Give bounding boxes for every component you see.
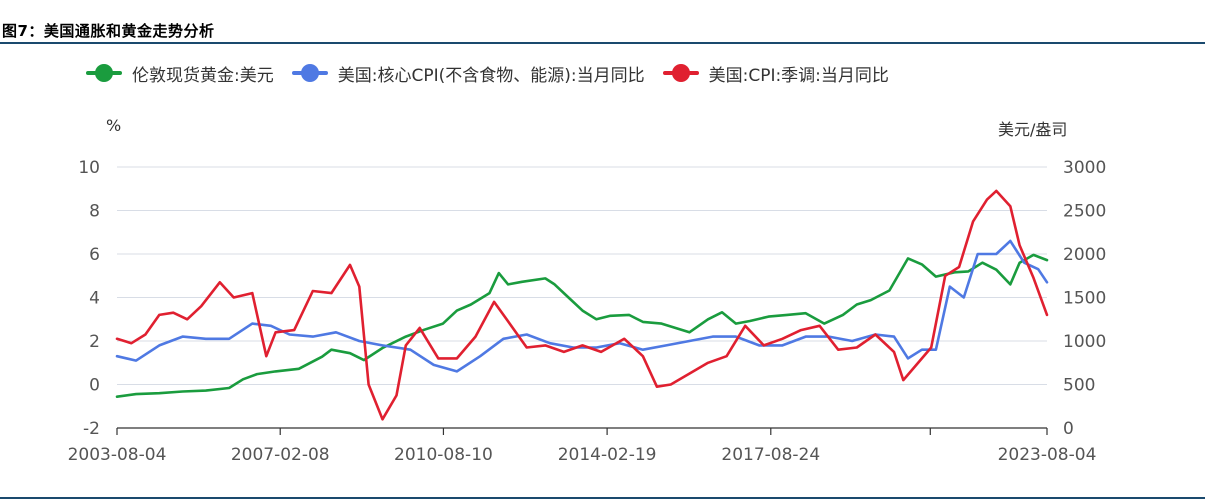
left-tick-label: 2: [89, 332, 100, 352]
legend-dot-gold: [95, 64, 113, 82]
right-tick-label: 1500: [1063, 289, 1106, 309]
legend-marker-gold: [86, 63, 122, 83]
right-tick-label: 1000: [1063, 332, 1106, 352]
right-tick-label: 0: [1063, 419, 1074, 439]
left-tick-label: 4: [89, 289, 100, 309]
x-tick-label: 2003-08-04: [68, 445, 167, 465]
x-tick-label: 2010-08-10: [394, 445, 493, 465]
legend-label-cpi: 美国:CPI:季调:当月同比: [708, 65, 889, 86]
left-tick-label: 8: [89, 202, 100, 222]
left-axis-unit: %: [106, 116, 122, 135]
cpi-line: [115, 189, 1049, 421]
left-tick-label: -2: [83, 419, 100, 439]
right-tick-label: 2000: [1063, 245, 1106, 265]
left-tick-label: 6: [89, 245, 100, 265]
chart-legend: 伦敦现货黄金:美元 美国:核心CPI(不含食物、能源):当月同比 美国:CPI:…: [86, 60, 889, 86]
figure-title: 图7：美国通胀和黄金走势分析: [2, 22, 215, 40]
left-tick-label: 10: [78, 158, 100, 178]
x-tick-label: 2014-02-19: [558, 445, 657, 465]
bottom-rule: [0, 497, 1205, 499]
legend-label-gold: 伦敦现货黄金:美元: [132, 65, 274, 86]
x-tick-label: 2017-08-24: [721, 445, 820, 465]
legend-marker-core-cpi: [291, 63, 328, 83]
right-tick-label: 3000: [1063, 158, 1106, 178]
legend-dot-cpi: [671, 64, 690, 82]
gold-price-line: [115, 253, 1049, 399]
right-tick-label: 500: [1063, 376, 1095, 396]
legend-label-core-cpi: 美国:核心CPI(不含食物、能源):当月同比: [337, 65, 645, 86]
legend-dot-core-cpi: [300, 64, 319, 82]
legend-item-gold[interactable]: 伦敦现货黄金:美元: [86, 61, 274, 86]
x-tick-label: 2007-02-08: [231, 445, 330, 465]
right-tick-label: 2500: [1063, 202, 1106, 222]
legend-marker-cpi: [662, 63, 699, 83]
top-rule: [0, 42, 1205, 44]
x-tick-label: 2023-08-04: [998, 445, 1097, 465]
legend-item-core-cpi[interactable]: 美国:核心CPI(不含食物、能源):当月同比: [291, 61, 645, 86]
legend-item-cpi[interactable]: 美国:CPI:季调:当月同比: [662, 61, 889, 86]
right-axis-unit: 美元/盎司: [998, 120, 1068, 139]
left-tick-label: 0: [89, 376, 100, 396]
